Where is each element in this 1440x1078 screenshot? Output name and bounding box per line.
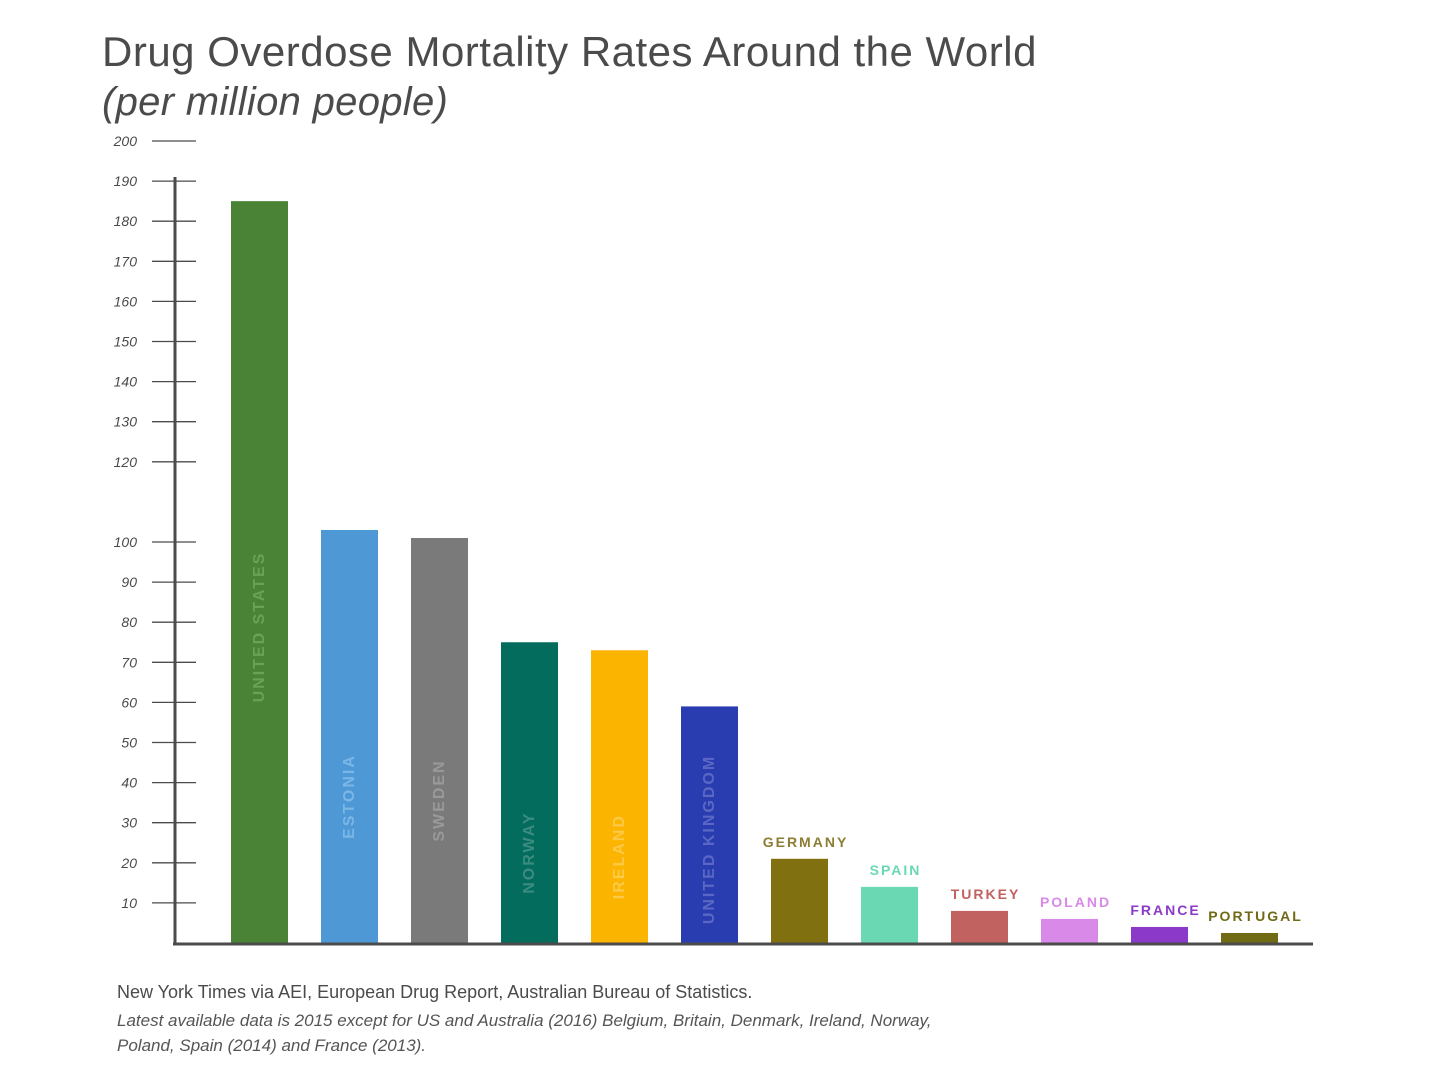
bar-estonia	[321, 529, 378, 943]
bars	[231, 201, 1278, 943]
bar-label: TURKEY	[951, 886, 1021, 902]
y-axis-ticks: 10 20 30 40 50 60 70 80 90 100 120 130 140 150 160 170 1…	[113, 133, 196, 911]
source-note: Latest available data is 2015 except for…	[117, 1011, 932, 1055]
y-tick-label: 50	[121, 735, 137, 751]
bar-united-states	[231, 201, 288, 943]
y-tick-label: 40	[121, 775, 137, 791]
chart-title: Drug Overdose Mortality Rates Around the…	[102, 28, 1037, 75]
bar-poland	[1041, 918, 1098, 943]
bar-labels: UNITED STATES ESTONIA SWEDEN NORWAY IRELAND U…	[251, 552, 1303, 925]
bar-label: ESTONIA	[341, 754, 358, 839]
bar-label: SPAIN	[870, 862, 922, 878]
bar-label: FRANCE	[1130, 902, 1200, 918]
source-citation: New York Times via AEI, European Drug Re…	[117, 982, 753, 1002]
bar-ireland	[591, 650, 648, 943]
bar-norway	[501, 642, 558, 943]
y-tick-label: 120	[114, 454, 138, 470]
y-tick-label: 190	[114, 173, 138, 189]
bar-sweden	[411, 537, 468, 943]
y-tick-label: 160	[114, 293, 138, 309]
bar-germany	[771, 858, 828, 943]
chart-subtitle: (per million people)	[102, 80, 449, 124]
bar-label: POLAND	[1040, 894, 1111, 910]
y-tick-label: 80	[121, 614, 137, 630]
bar-label: UNITED KINGDOM	[701, 755, 718, 924]
bar-label: IRELAND	[611, 814, 628, 899]
bar-label: SWEDEN	[431, 759, 448, 841]
bar-label: GERMANY	[763, 834, 849, 850]
y-tick-label: 90	[121, 574, 137, 590]
y-tick-label: 10	[121, 895, 137, 911]
y-tick-label: 100	[114, 534, 138, 550]
y-tick-label: 20	[120, 855, 137, 871]
y-tick-label: 130	[114, 414, 138, 430]
y-tick-label: 200	[113, 133, 138, 149]
y-tick-label: 150	[114, 334, 138, 350]
bar-label: UNITED STATES	[251, 552, 268, 703]
bar-label: PORTUGAL	[1208, 908, 1303, 924]
bar-france	[1131, 926, 1188, 943]
y-tick-label: 140	[114, 374, 138, 390]
y-tick-label: 60	[121, 694, 137, 710]
bar-united-kingdom	[681, 706, 738, 943]
bar-turkey	[951, 910, 1008, 943]
y-tick-label: 30	[121, 815, 137, 831]
y-tick-label: 180	[114, 213, 138, 229]
y-tick-label: 70	[121, 654, 137, 670]
y-tick-label: 170	[114, 253, 138, 269]
bar-spain	[861, 886, 918, 943]
bar-portugal	[1221, 932, 1278, 943]
bar-label: NORWAY	[521, 812, 538, 894]
